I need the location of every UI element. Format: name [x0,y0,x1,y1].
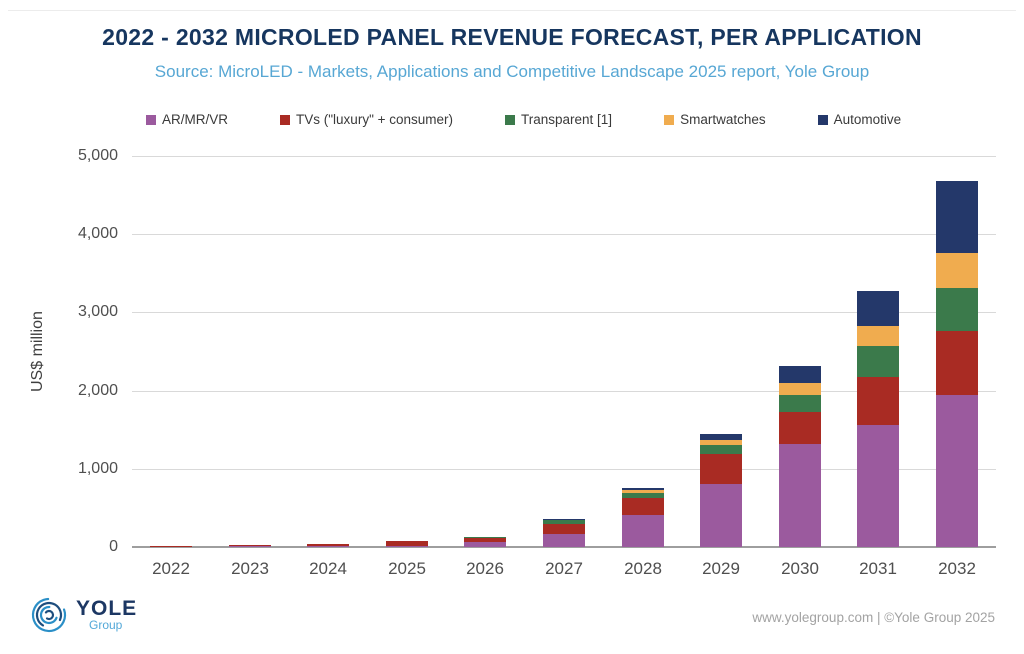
y-tick-label: 0 [109,538,118,555]
bar-segment [464,542,506,547]
x-tick-label: 2029 [702,559,740,578]
gridline [132,391,996,392]
x-tick-label: 2022 [152,559,190,578]
bar-segment [543,520,585,524]
logo-group-label: Group [89,618,123,632]
bar-segment [936,181,978,253]
legend-item: TVs ("luxury" + consumer) [280,112,453,127]
bar-segment [150,546,192,547]
bar-segment [779,383,821,395]
gridline [132,469,996,470]
bar-segment [622,488,664,490]
y-axis-ticks: 0 1,000 2,000 3,000 4,000 5,000 [0,147,118,555]
logo-yole-label: YOLE [76,597,138,620]
y-tick-label: 2,000 [77,382,118,399]
bar-segment [622,490,664,493]
legend-swatch [817,114,828,125]
bar-segment [700,434,742,440]
bar-segment [543,524,585,534]
x-tick-label: 2026 [466,559,504,578]
x-tick-label: 2023 [231,559,269,578]
bar-segment [857,425,899,547]
bar-segment [464,538,506,542]
x-tick-label: 2027 [545,559,583,578]
bar-segment [307,546,349,547]
bar-segment [386,541,428,546]
legend: AR/MR/VR TVs ("luxury" + consumer) Transpa… [146,112,901,127]
bar-segment [779,444,821,547]
yole-logo-text: YOLE Group [76,596,137,632]
bar-segment [936,331,978,395]
y-tick-label: 3,000 [77,303,118,320]
bar-segment [229,545,271,546]
x-tick-label: 2032 [938,559,976,578]
bar-segment [229,546,271,547]
bar-segment [543,534,585,547]
top-divider [8,10,1016,11]
x-axis-line [132,546,996,548]
legend-item: Transparent [1] [505,112,612,127]
bar-segment [622,498,664,515]
gridline [132,156,996,157]
plot-area [132,156,996,548]
footer-credit: www.yolegroup.com | ©Yole Group 2025 [752,610,995,625]
y-tick-label: 5,000 [77,147,118,164]
legend-item: Smartwatches [664,112,766,127]
bar-segment [543,519,585,520]
bar-segment [307,544,349,546]
chart-title: 2022 - 2032 MICROLED PANEL REVENUE FOREC… [102,24,922,50]
bar-segment [779,395,821,412]
bar-segment [779,412,821,444]
bar-segment [700,440,742,445]
chart-source: Source: MicroLED - Markets, Applications… [154,62,870,81]
legend-item: AR/MR/VR [146,112,228,127]
bar-segment [700,445,742,454]
y-tick-label: 1,000 [77,460,118,477]
legend-label: Transparent [1] [521,112,613,127]
bar-segment [857,377,899,425]
bar-segment [857,326,899,346]
legend-swatch [505,114,516,125]
bar-segment [936,253,978,288]
yole-logo: YOLE Group [30,596,137,639]
x-tick-label: 2025 [388,559,426,578]
bar-segment [857,291,899,326]
bar-segment [622,493,664,498]
bar-segment [622,515,664,547]
y-tick-label: 4,000 [77,225,118,242]
legend-swatch [146,114,156,125]
legend-label: Smartwatches [680,112,766,127]
bar-segment [386,546,428,547]
bar-segment [464,537,506,538]
legend-item: Automotive [817,112,902,127]
x-tick-label: 2028 [624,559,662,578]
legend-label: AR/MR/VR [162,112,229,127]
bar-segment [936,395,978,547]
legend-label: Automotive [833,112,902,127]
x-tick-label: 2030 [781,559,819,578]
x-tick-label: 2024 [309,559,347,578]
legend-swatch [280,114,291,125]
x-tick-label: 2031 [859,559,897,578]
gridline [132,312,996,313]
gridline [132,234,996,235]
legend-swatch [664,114,675,125]
bar-segment [700,454,742,484]
bar-segment [779,366,821,383]
legend-label: TVs ("luxury" + consumer) [296,112,454,127]
bar-segment [700,484,742,547]
x-axis-ticks: 2022 2023 2024 2025 2026 2027 2028 2029 2030 2031… [0,559,1024,583]
bar-segment [936,288,978,331]
yole-logo-icon [30,596,68,639]
bar-segment [857,346,899,377]
